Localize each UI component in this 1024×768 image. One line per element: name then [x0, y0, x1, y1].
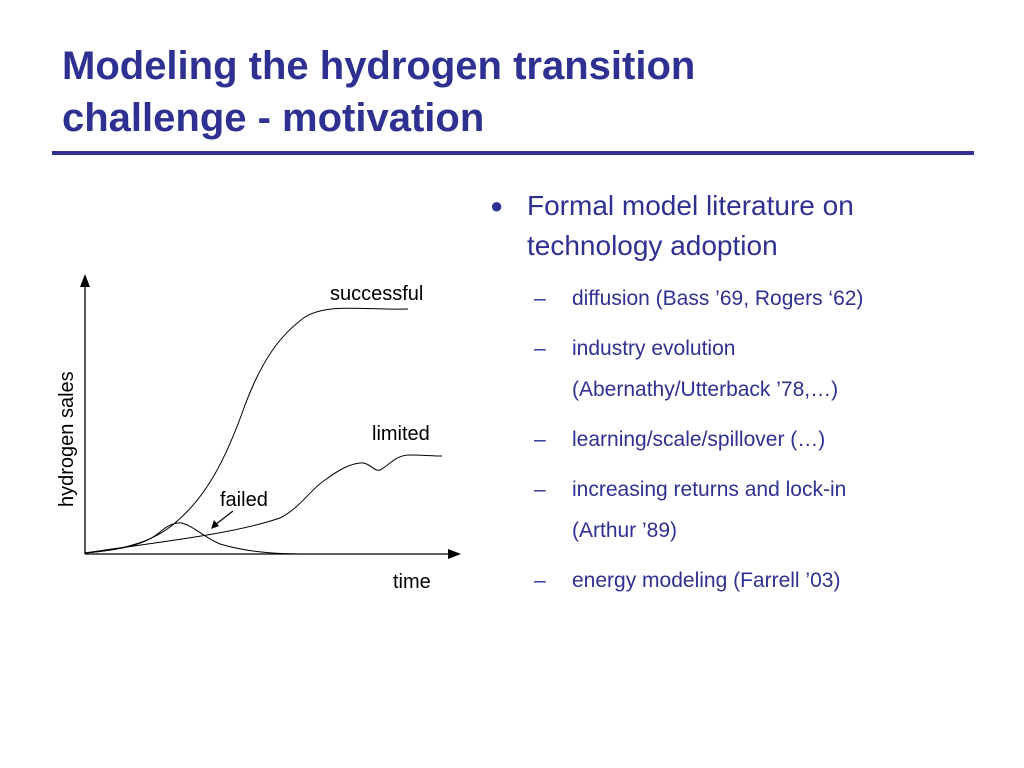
successful-label: successful: [330, 283, 423, 305]
y-axis-label: hydrogen sales: [56, 371, 78, 507]
main-bullet-line-1: Formal model literature on: [527, 190, 854, 221]
sub-bullet-text: energy modeling (Farrell ’03): [572, 569, 841, 592]
limited-label: limited: [372, 423, 430, 445]
dash-icon: –: [534, 287, 546, 310]
sub-bullet-text: increasing returns and lock-in: [572, 478, 847, 501]
sub-bullet-text-continued: (Arthur ’89): [572, 519, 678, 542]
sub-bullet-list: – diffusion (Bass ’69, Rogers ‘62) – ind…: [490, 278, 1010, 601]
sub-bullet-energy-modeling: – energy modeling (Farrell ’03): [534, 560, 1010, 601]
bullet-list: ● Formal model literature on technology …: [490, 186, 1010, 610]
successful-curve: [84, 307, 409, 554]
x-axis-arrowhead: [448, 549, 461, 559]
failed-pointer-line: [214, 510, 234, 526]
sub-bullet-text: learning/scale/spillover (…): [572, 428, 826, 451]
bullet-dot-icon: ●: [490, 193, 504, 218]
sub-bullet-text-continued: (Abernathy/Utterback ’78,…): [572, 378, 839, 401]
sub-bullet-increasing-returns: – increasing returns and lock-in (Arthur…: [534, 469, 1010, 551]
y-axis-arrowhead: [80, 274, 90, 287]
slide-title: Modeling the hydrogen transition challen…: [62, 40, 962, 144]
dash-icon: –: [534, 337, 546, 360]
dash-icon: –: [534, 569, 546, 592]
title-underline: [52, 151, 974, 155]
main-bullet-line-2: technology adoption: [527, 230, 778, 261]
x-axis-label: time: [393, 571, 431, 593]
sub-bullet-text: diffusion (Bass ’69, Rogers ‘62): [572, 287, 864, 310]
failed-label: failed: [220, 489, 268, 511]
sub-bullet-industry-evolution: – industry evolution (Abernathy/Utterbac…: [534, 328, 1010, 410]
dash-icon: –: [534, 428, 546, 451]
sub-bullet-learning: – learning/scale/spillover (…): [534, 419, 1010, 460]
limited-curve: [84, 454, 443, 554]
slide-title-line-1: Modeling the hydrogen transition: [62, 44, 696, 88]
failed-curve: [84, 522, 301, 555]
main-bullet: ● Formal model literature on technology …: [490, 186, 1010, 266]
dash-icon: –: [534, 478, 546, 501]
sub-bullet-text: industry evolution: [572, 337, 736, 360]
slide-title-line-2: challenge - motivation: [62, 96, 485, 140]
failed-pointer-arrowhead: [211, 520, 219, 529]
sub-bullet-diffusion: – diffusion (Bass ’69, Rogers ‘62): [534, 278, 1010, 319]
